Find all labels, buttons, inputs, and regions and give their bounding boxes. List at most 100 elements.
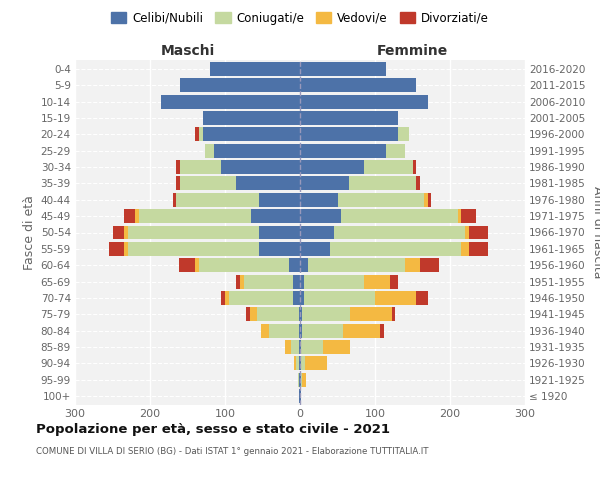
Bar: [250, 308, 257, 321]
Bar: [180, 78, 300, 92]
Bar: [128, 242, 259, 256]
Bar: [427, 193, 431, 206]
Bar: [240, 274, 244, 288]
Bar: [203, 128, 300, 141]
Bar: [236, 176, 300, 190]
Bar: [300, 176, 349, 190]
Bar: [221, 160, 300, 174]
Bar: [300, 258, 308, 272]
Y-axis label: Anni di nascita: Anni di nascita: [592, 186, 600, 279]
Bar: [261, 324, 269, 338]
Bar: [124, 242, 128, 256]
Text: Femmine: Femmine: [377, 44, 448, 59]
Bar: [461, 209, 476, 223]
Bar: [420, 258, 439, 272]
Bar: [302, 308, 350, 321]
Bar: [199, 128, 203, 141]
Bar: [300, 356, 301, 370]
Bar: [301, 356, 305, 370]
Legend: Celibi/Nubili, Coniugati/e, Vedovi/e, Divorziati/e: Celibi/Nubili, Coniugati/e, Vedovi/e, Di…: [106, 7, 494, 30]
Bar: [251, 209, 300, 223]
Bar: [349, 176, 416, 190]
Bar: [300, 144, 386, 158]
Bar: [229, 291, 293, 305]
Bar: [210, 62, 300, 76]
Bar: [304, 274, 364, 288]
Bar: [392, 308, 395, 321]
Bar: [199, 258, 289, 272]
Bar: [259, 193, 300, 206]
Bar: [416, 176, 420, 190]
Bar: [161, 94, 300, 108]
Bar: [293, 291, 300, 305]
Bar: [180, 160, 221, 174]
Bar: [205, 144, 214, 158]
Bar: [337, 193, 424, 206]
Bar: [195, 258, 199, 272]
Bar: [364, 160, 413, 174]
Bar: [469, 242, 487, 256]
Bar: [300, 274, 304, 288]
Bar: [305, 356, 327, 370]
Bar: [225, 291, 229, 305]
Bar: [398, 128, 409, 141]
Bar: [413, 160, 416, 174]
Bar: [124, 226, 128, 239]
Bar: [405, 258, 420, 272]
Bar: [179, 258, 195, 272]
Bar: [390, 274, 398, 288]
Bar: [195, 128, 199, 141]
Bar: [341, 209, 458, 223]
Bar: [300, 226, 334, 239]
Bar: [334, 226, 465, 239]
Text: Popolazione per età, sesso e stato civile - 2021: Popolazione per età, sesso e stato civil…: [36, 422, 390, 436]
Bar: [300, 193, 337, 206]
Bar: [300, 209, 341, 223]
Bar: [180, 176, 236, 190]
Bar: [139, 209, 251, 223]
Bar: [300, 128, 398, 141]
Bar: [323, 340, 349, 354]
Bar: [300, 308, 302, 321]
Bar: [300, 62, 386, 76]
Bar: [416, 291, 427, 305]
Bar: [299, 308, 300, 321]
Bar: [214, 144, 300, 158]
Bar: [236, 274, 240, 288]
Bar: [300, 389, 301, 403]
Bar: [299, 372, 300, 386]
Bar: [244, 274, 293, 288]
Bar: [302, 372, 306, 386]
Bar: [298, 372, 299, 386]
Bar: [465, 226, 469, 239]
Bar: [300, 78, 416, 92]
Bar: [203, 111, 300, 125]
Bar: [300, 160, 364, 174]
Bar: [259, 226, 300, 239]
Bar: [461, 242, 469, 256]
Text: COMUNE DI VILLA DI SERIO (BG) - Dati ISTAT 1° gennaio 2021 - Elaborazione TUTTIT: COMUNE DI VILLA DI SERIO (BG) - Dati IST…: [36, 448, 428, 456]
Bar: [469, 226, 487, 239]
Bar: [304, 291, 375, 305]
Bar: [299, 389, 300, 403]
Bar: [299, 324, 300, 338]
Bar: [343, 324, 380, 338]
Bar: [300, 291, 304, 305]
Bar: [301, 372, 302, 386]
Bar: [330, 242, 461, 256]
Bar: [300, 242, 330, 256]
Bar: [128, 226, 259, 239]
Bar: [109, 242, 124, 256]
Bar: [173, 193, 176, 206]
Bar: [293, 274, 300, 288]
Bar: [301, 340, 323, 354]
Bar: [135, 209, 139, 223]
Bar: [176, 160, 180, 174]
Bar: [424, 193, 427, 206]
Bar: [364, 274, 390, 288]
Bar: [300, 94, 427, 108]
Bar: [246, 308, 250, 321]
Bar: [294, 356, 296, 370]
Bar: [289, 258, 300, 272]
Bar: [300, 324, 302, 338]
